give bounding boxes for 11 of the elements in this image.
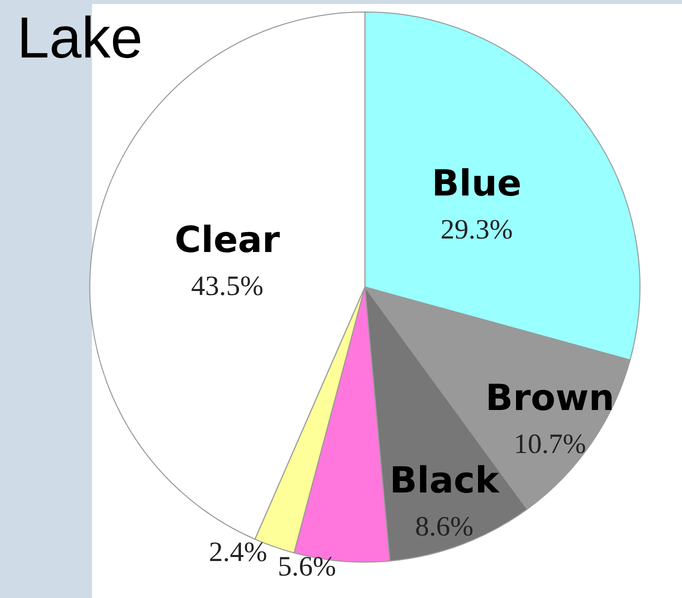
data-label: 43.5% (191, 270, 264, 302)
data-label: 8.6% (415, 512, 474, 543)
slice-label: Brown (486, 378, 614, 420)
chart-title: Lake (17, 6, 143, 70)
slice-label: Black (390, 460, 500, 502)
data-label: 5.6% (278, 552, 336, 583)
slice-label: Clear (174, 220, 280, 261)
slice-label: Blue (432, 163, 522, 204)
data-label: 10.7% (514, 429, 586, 460)
data-label: 2.4% (208, 536, 268, 568)
data-label: 29.3% (440, 214, 513, 246)
